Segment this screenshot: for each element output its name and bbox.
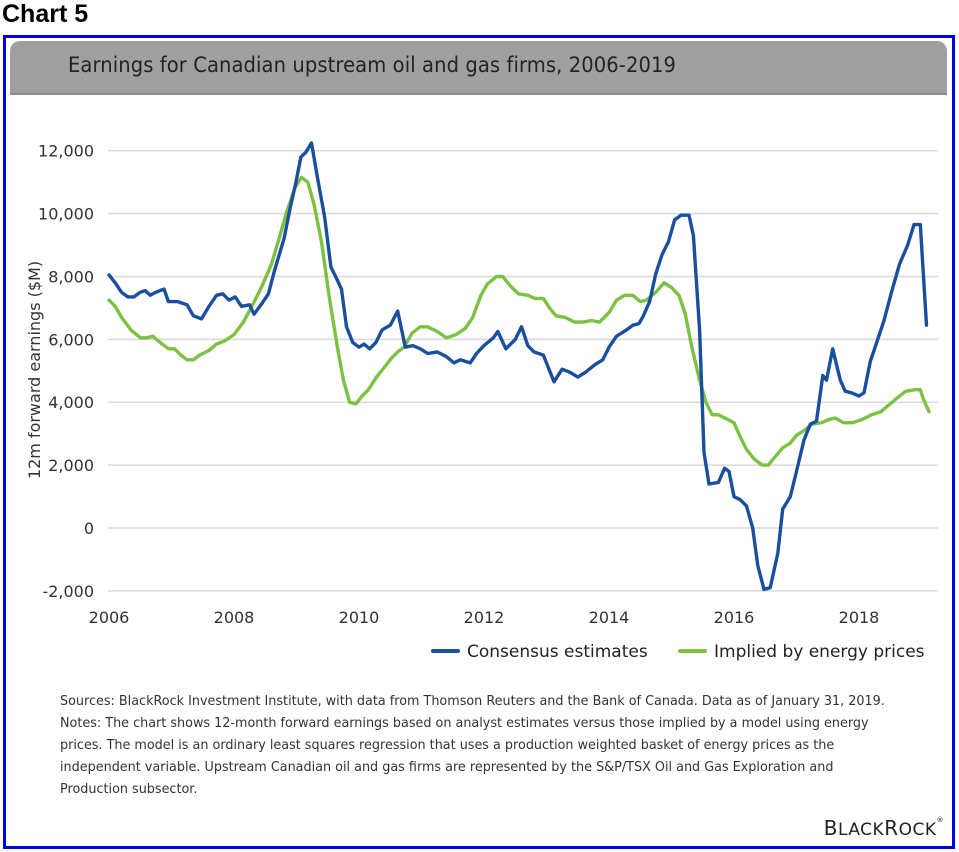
notes-text: Notes: The chart shows 12-month forward …: [60, 715, 869, 797]
y-tick-label: 10,000: [38, 205, 94, 224]
series-line-implied: [107, 175, 931, 467]
y-tick-labels: -2,000 0 2,000 4,000 6,000 8,000 10,000 12,000: [38, 142, 94, 601]
title-bar: Earnings for Canadian upstream oil and g…: [10, 41, 947, 95]
y-tick-label: 0: [84, 519, 94, 538]
y-tick-label: 12,000: [38, 142, 94, 161]
y-tick-label: -2,000: [42, 582, 94, 601]
y-tick-label: 2,000: [48, 456, 94, 475]
x-tick-label: 2010: [339, 608, 380, 627]
x-tick-label: 2012: [464, 608, 505, 627]
blackrock-logo: BLACKROCK®: [823, 816, 944, 840]
chart-heading: Chart 5: [2, 0, 89, 28]
series-lines: [107, 141, 931, 591]
chart-title: Earnings for Canadian upstream oil and g…: [68, 53, 677, 77]
y-tick-label: 8,000: [48, 267, 94, 286]
series-line-consensus: [107, 141, 929, 591]
legend-label: Consensus estimates: [467, 642, 648, 662]
legend-label: Implied by energy prices: [714, 642, 925, 662]
y-tick-label: 4,000: [48, 393, 94, 412]
x-tick-labels: 2006 2008 2010 2012 2014 2016 2018: [89, 608, 880, 627]
legend: Consensus estimates Implied by energy pri…: [431, 642, 925, 662]
chart-frame: Earnings for Canadian upstream oil and g…: [3, 35, 955, 849]
x-tick-label: 2006: [89, 608, 130, 627]
x-tick-label: 2014: [589, 608, 630, 627]
notes-block: Sources: BlackRock Investment Institute,…: [60, 690, 897, 800]
x-tick-label: 2016: [714, 608, 755, 627]
gridlines: [108, 149, 938, 592]
sources-text: Sources: BlackRock Investment Institute,…: [60, 693, 885, 709]
y-axis-title: 12m forward earnings ($M): [25, 261, 44, 479]
y-tick-label: 6,000: [48, 330, 94, 349]
x-tick-label: 2008: [214, 608, 255, 627]
x-tick-label: 2018: [839, 608, 880, 627]
